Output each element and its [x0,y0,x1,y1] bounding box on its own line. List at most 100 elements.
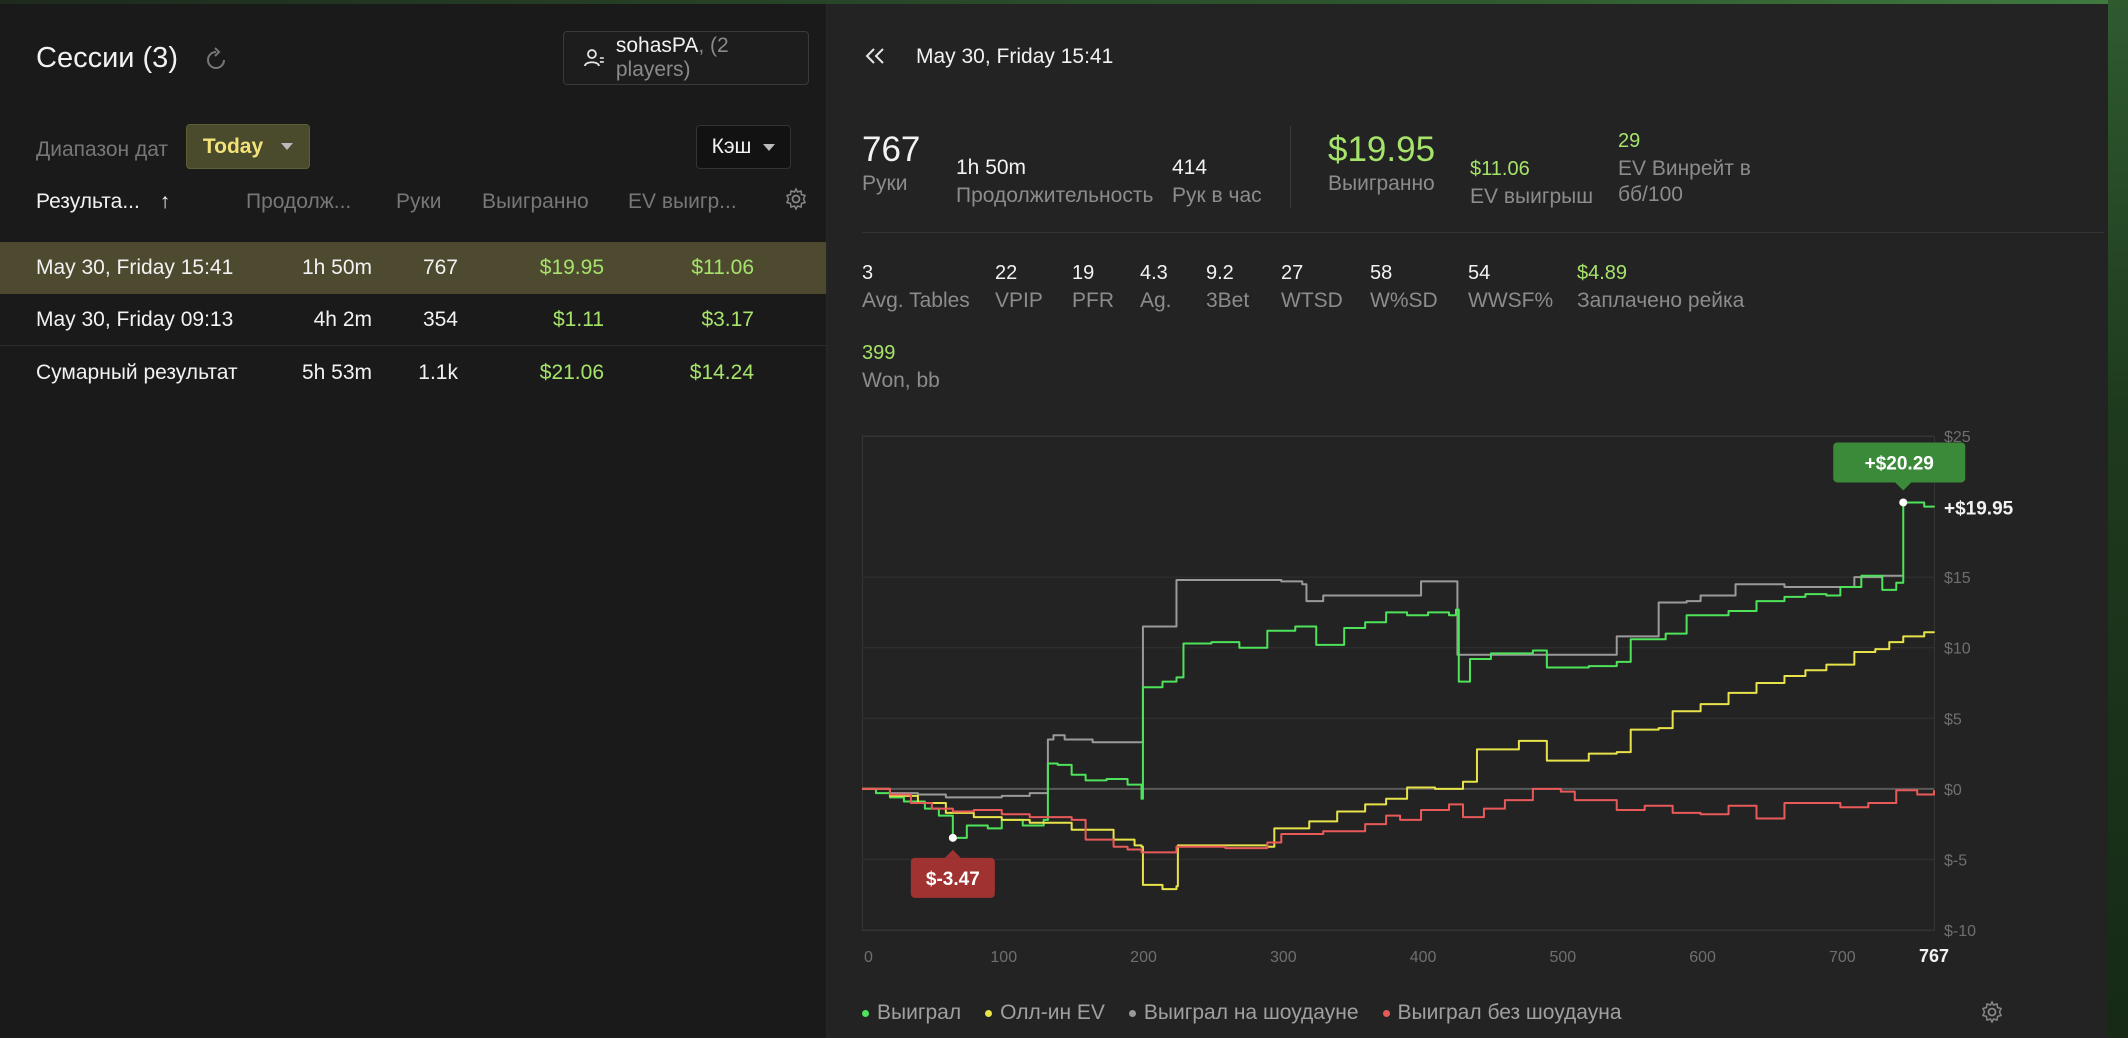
stat-hands: 767 Руки [862,130,920,196]
legend-item-allin-ev[interactable]: Олл-ин EV [985,1001,1105,1025]
users-icon [584,49,604,67]
game-type-dropdown[interactable]: Кэш [696,125,791,169]
min-badge-pointer [944,849,961,858]
row-ev: $11.06 [691,256,754,279]
legend-item-won-non-showdown[interactable]: Выиграл без шоудауна [1382,1001,1622,1025]
bankroll-chart: $25 $15 $10 $5 $0 $-5 $-10 0 100 200 300 400 500 600 7… [862,429,2014,966]
y-tick-label: $10 [1944,641,1971,658]
series-line-won [862,501,1935,839]
stat-value: 27 [1281,262,1304,284]
row-session-name: May 30, Friday 09:13 [36,308,234,331]
legend-dot-won-showdown [1128,1009,1136,1017]
date-range-label: Диапазон дат [36,138,169,161]
window-top-accent [0,0,2128,4]
stat-ev-won: $11.06 EV выигрыш [1470,158,1593,209]
stat-value: 9.2 [1206,262,1234,284]
min-point-marker [948,833,957,842]
stat-ev-won-label: EV выигрыш [1470,185,1594,208]
stat-label: 3Bet [1206,289,1250,312]
gear-icon[interactable] [784,187,808,211]
stat-won-label: Выигранно [1328,172,1435,195]
table-row[interactable]: May 30, Friday 15:41 1h 50m 767 $19.95 $… [0,242,826,294]
stat-ev-won-value: $11.06 [1470,158,1530,180]
stat-ev-winrate: 29 EV Винрейт в бб/100 [1618,130,1751,207]
y-tick-label: $-10 [1944,923,1976,940]
stat-hph-label: Рук в час [1172,184,1262,207]
column-header-hands[interactable]: Руки [396,190,442,213]
max-badge-pointer [1895,482,1912,491]
stat-label: VPIP [995,289,1043,312]
legend-dot-won-non-showdown [1382,1009,1390,1017]
min-badge [910,857,995,898]
stats-divider [1290,126,1291,208]
min-badge-label: $-3.47 [926,869,980,890]
x-tick-label: 700 [1829,949,1856,966]
stat-value: $4.89 [1577,262,1628,284]
chart-legend: Выиграл Олл-ин EV Выиграл на шоудауне Вы… [862,1001,1622,1025]
double-chevron-left-icon[interactable] [862,44,888,68]
row-hands: 767 [422,256,458,279]
row-duration: 5h 53m [301,361,372,384]
stat-label: W%SD [1370,289,1438,312]
y-tick-label: $-5 [1944,852,1967,869]
column-header-duration[interactable]: Продолж... [246,190,352,213]
row-won: $1.11 [553,308,604,331]
stat-3bet: 9.2 3Bet [1206,262,1249,313]
player-count: , (2 players) [615,34,729,81]
stat-duration: 1h 50m Продолжительность [956,156,1153,208]
refresh-icon[interactable] [202,46,230,74]
legend-item-won[interactable]: Выиграл [862,1001,961,1025]
stat-won-value: $19.95 [1328,130,1436,169]
table-row[interactable]: May 30, Friday 09:13 4h 2m 354 $1.11 $3.… [0,294,826,346]
stat-hands-value: 767 [862,130,921,169]
stat-value: 3 [862,262,874,284]
panel-divider [826,4,828,1038]
stat-value: 22 [995,262,1018,284]
x-tick-label: 300 [1270,949,1297,966]
y-tick-label: $5 [1944,711,1962,728]
y-tick-label: $25 [1944,429,1971,446]
x-tick-label: 200 [1130,949,1157,966]
series-line-won_sd [862,574,1904,799]
row-ev: $3.17 [701,308,754,331]
stat-hph-value: 414 [1172,156,1208,179]
legend-label: Выиграл на шоудауне [1143,1001,1359,1024]
max-badge [1833,442,1966,483]
legend-dot-allin-ev [985,1009,993,1017]
gear-icon[interactable] [1980,1000,2004,1024]
stat-hands-per-hour: 414 Рук в час [1172,156,1262,208]
window-right-edge [2108,0,2128,1038]
row-duration: 1h 50m [301,256,372,279]
game-type-value: Кэш [711,135,752,158]
stat-value: 4.3 [1140,262,1168,284]
table-row-total: Сумарный результат 5h 53m 1.1k $21.06 $1… [0,347,826,399]
legend-item-won-showdown[interactable]: Выиграл на шоудауне [1128,1001,1359,1025]
stat-ev-winrate-label-unit: бб/100 [1618,183,1683,206]
column-header-result[interactable]: Результа... ↑ [36,190,170,214]
chevron-down-icon [763,143,776,151]
stat-duration-value: 1h 50m [956,156,1027,179]
stat-aggression: 4.3 Ag. [1140,262,1172,313]
stat-rake: $4.89 Заплачено рейка [1577,262,1744,313]
player-selector-button[interactable]: sohasPA, (2 players) [563,31,809,85]
player-name: sohasPA [615,34,699,57]
legend-label: Выиграл без шоудауна [1397,1001,1622,1024]
stat-value: 54 [1468,262,1491,284]
row-won: $19.95 [539,256,604,279]
chevron-down-icon [281,143,294,150]
sort-arrow-icon: ↑ [159,190,171,213]
stat-value: 58 [1370,262,1393,284]
row-duration: 4h 2m [313,308,372,331]
stat-vpip: 22 VPIP [995,262,1043,313]
max-badge-label: +$20.29 [1865,453,1934,474]
stat-value: 399 [862,342,896,364]
column-header-ev[interactable]: EV выигр... [628,190,737,213]
column-header-won[interactable]: Выигранно [482,190,589,213]
date-range-dropdown[interactable]: Today [186,124,310,169]
row-session-name: Сумарный результат [36,361,238,384]
y-tick-label: $15 [1944,570,1971,587]
stat-won-bb: 399 Won, bb [862,342,940,393]
x-tick-label: 400 [1410,949,1437,966]
stat-label: WWSF% [1468,289,1554,312]
series-line-won_nsd [862,787,1935,854]
